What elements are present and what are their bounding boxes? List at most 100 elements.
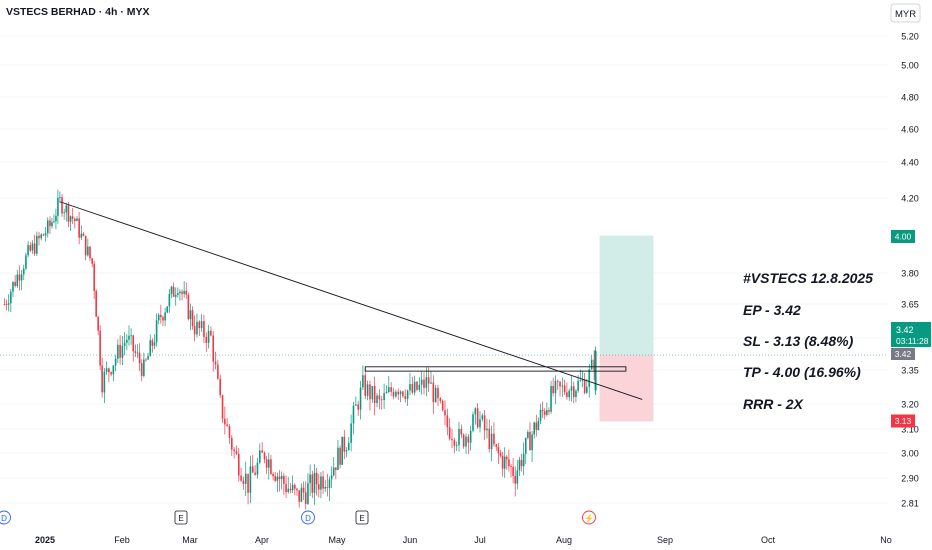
candle-body (181, 291, 183, 294)
candle (59, 191, 61, 204)
candle (170, 285, 173, 299)
candle-body (251, 466, 254, 473)
candle-body (483, 415, 486, 431)
candle (559, 381, 561, 397)
candle-body (337, 447, 339, 470)
event-marker[interactable]: E (355, 510, 369, 525)
candle-body (376, 395, 378, 404)
candle-body (244, 473, 247, 484)
candle-body (168, 293, 171, 307)
candle-body (172, 286, 175, 297)
candle-body (404, 396, 407, 399)
candle (328, 476, 331, 501)
candle-body (566, 392, 568, 398)
candle (97, 315, 99, 336)
candle-body (472, 414, 474, 431)
candle-body (65, 205, 68, 213)
candle-body (577, 380, 579, 391)
candle (512, 458, 514, 484)
candle (469, 425, 472, 451)
candle-body (89, 246, 91, 259)
candle (108, 367, 110, 383)
candle (339, 445, 341, 469)
candle-body (179, 291, 181, 294)
event-marker[interactable]: D (0, 510, 11, 525)
candle-body (276, 476, 279, 481)
candle-body (198, 321, 201, 328)
candle-body (63, 212, 65, 214)
candle-body (249, 466, 252, 493)
event-marker[interactable]: ⚡ (582, 510, 596, 525)
candle-body (499, 453, 502, 456)
candle-body (10, 291, 12, 304)
candle-body (326, 486, 329, 488)
candle-body (274, 476, 277, 481)
candle-body (531, 434, 533, 451)
candle (322, 470, 324, 494)
event-marker[interactable]: E (174, 510, 188, 525)
candle (416, 381, 418, 392)
candle-body (78, 218, 80, 238)
candle (448, 418, 451, 441)
candle-body (265, 459, 268, 468)
resistance-box[interactable] (364, 366, 627, 372)
candle (425, 367, 428, 397)
candle-body (247, 473, 249, 493)
candle-body (568, 390, 570, 398)
candle (300, 483, 303, 503)
candle (147, 352, 149, 360)
candle-body (503, 456, 506, 469)
candle-body (309, 474, 311, 484)
candle-body (193, 326, 196, 335)
candle-body (548, 410, 550, 412)
candle-body (140, 363, 143, 376)
candle (249, 455, 252, 504)
candle-body (425, 377, 428, 388)
candle (12, 281, 14, 297)
candle-body (307, 483, 309, 504)
event-marker[interactable]: D (301, 510, 315, 525)
candle-body (49, 220, 51, 227)
candle-body (185, 290, 188, 295)
currency-label: MYR (895, 9, 916, 20)
candle (441, 399, 444, 412)
candle-body (40, 234, 43, 239)
candle (296, 487, 298, 496)
candle-body (451, 438, 453, 441)
candle (402, 390, 404, 398)
candle-body (392, 391, 395, 397)
candle (593, 349, 595, 380)
candle (332, 456, 335, 477)
candle (488, 419, 491, 453)
candle (67, 201, 70, 228)
candle-body (97, 316, 99, 331)
symbol-title: VSTECS BERHAD · 4h · MYX (6, 6, 150, 18)
candle (590, 355, 593, 370)
candle (256, 457, 259, 479)
candle-body (123, 342, 126, 346)
candle (200, 314, 203, 332)
candle (501, 452, 504, 477)
candle-body (7, 303, 10, 305)
target-price-badge-text: 4.00 (895, 232, 912, 242)
candle (307, 473, 309, 506)
candle-body (488, 428, 491, 450)
dividend-icon (0, 510, 11, 525)
candle-body (18, 274, 21, 281)
candle (399, 390, 402, 403)
candle (535, 414, 538, 437)
time-tick-label: Oct (761, 535, 776, 545)
candle-body (205, 336, 208, 343)
currency-button[interactable]: MYR (890, 3, 921, 23)
candle (44, 227, 47, 242)
candle-body (110, 372, 112, 375)
candle (38, 232, 40, 246)
candle (298, 490, 300, 508)
candle-body (302, 487, 305, 493)
candle-body (237, 453, 240, 476)
candle (362, 365, 364, 391)
candle (366, 380, 369, 401)
candle-body (347, 442, 350, 451)
candle (493, 422, 495, 447)
